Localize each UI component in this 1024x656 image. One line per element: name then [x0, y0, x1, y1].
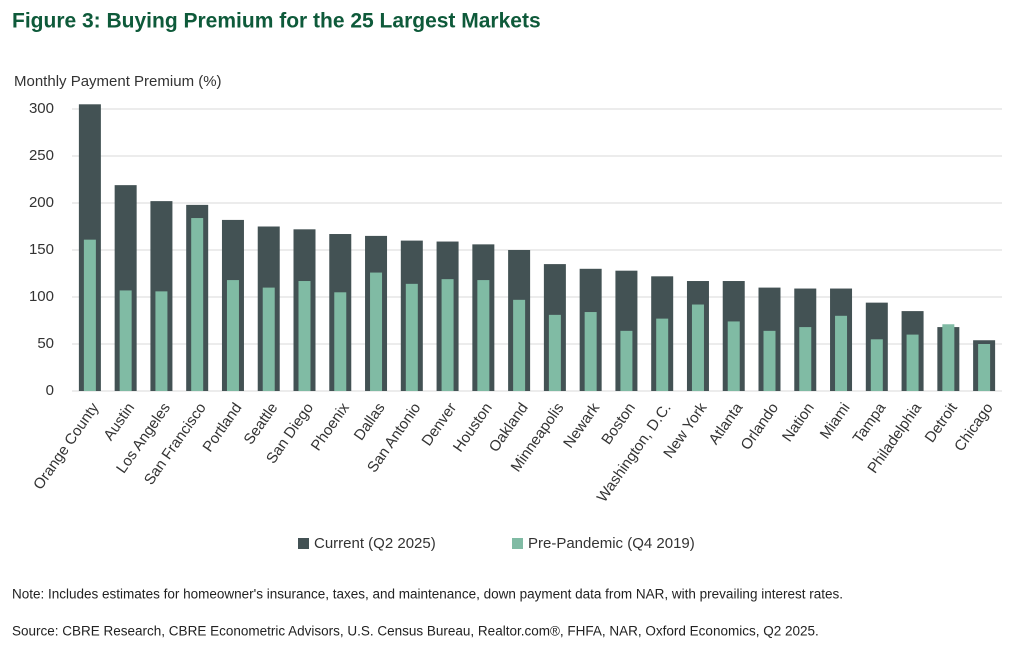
bar — [155, 291, 168, 391]
bar — [405, 283, 418, 391]
bar — [727, 321, 740, 391]
legend-label: Current (Q2 2025) — [314, 535, 436, 552]
bar — [906, 334, 919, 391]
bar — [763, 330, 776, 391]
legend-swatch — [298, 538, 309, 549]
x-tick-label: Dallas — [351, 400, 389, 444]
bar — [334, 292, 347, 391]
bar — [942, 324, 955, 391]
bar — [691, 304, 704, 391]
x-tick-label: Orlando — [737, 400, 782, 453]
bar — [477, 280, 490, 391]
bar — [799, 327, 812, 391]
x-tick-label: Orange County — [30, 399, 103, 492]
note: Note: Includes estimates for homeowner's… — [12, 587, 843, 602]
bar — [656, 318, 669, 391]
bar — [191, 218, 204, 391]
y-tick-label: 100 — [29, 288, 54, 305]
bar — [584, 312, 597, 391]
bar — [83, 239, 96, 391]
source: Source: CBRE Research, CBRE Econometric … — [12, 624, 819, 639]
bar — [548, 314, 561, 391]
legend-label: Pre-Pandemic (Q4 2019) — [528, 535, 695, 552]
y-tick-label: 50 — [37, 335, 54, 352]
x-tick-label: Phoenix — [308, 399, 353, 454]
bar — [513, 299, 526, 391]
bar — [835, 315, 848, 391]
bar — [620, 330, 633, 391]
bar — [441, 279, 454, 391]
bar — [370, 272, 383, 391]
bar — [298, 281, 311, 391]
y-tick-label: 200 — [29, 194, 54, 211]
x-tick-label: Newark — [560, 399, 603, 451]
bar — [119, 290, 132, 391]
legend-swatch — [512, 538, 523, 549]
x-tick-label: Nation — [779, 400, 818, 445]
y-tick-label: 150 — [29, 241, 54, 258]
y-tick-label: 250 — [29, 147, 54, 164]
bar — [978, 344, 991, 391]
y-tick-label: 0 — [46, 382, 54, 399]
bar — [226, 280, 239, 391]
x-tick-label: Austin — [100, 400, 138, 444]
bar — [870, 339, 883, 391]
y-tick-label: 300 — [29, 100, 54, 117]
chart-title: Figure 3: Buying Premium for the 25 Larg… — [12, 10, 541, 33]
bar — [262, 287, 275, 391]
x-tick-label: Miami — [817, 400, 854, 443]
y-axis-label: Monthly Payment Premium (%) — [14, 73, 222, 90]
